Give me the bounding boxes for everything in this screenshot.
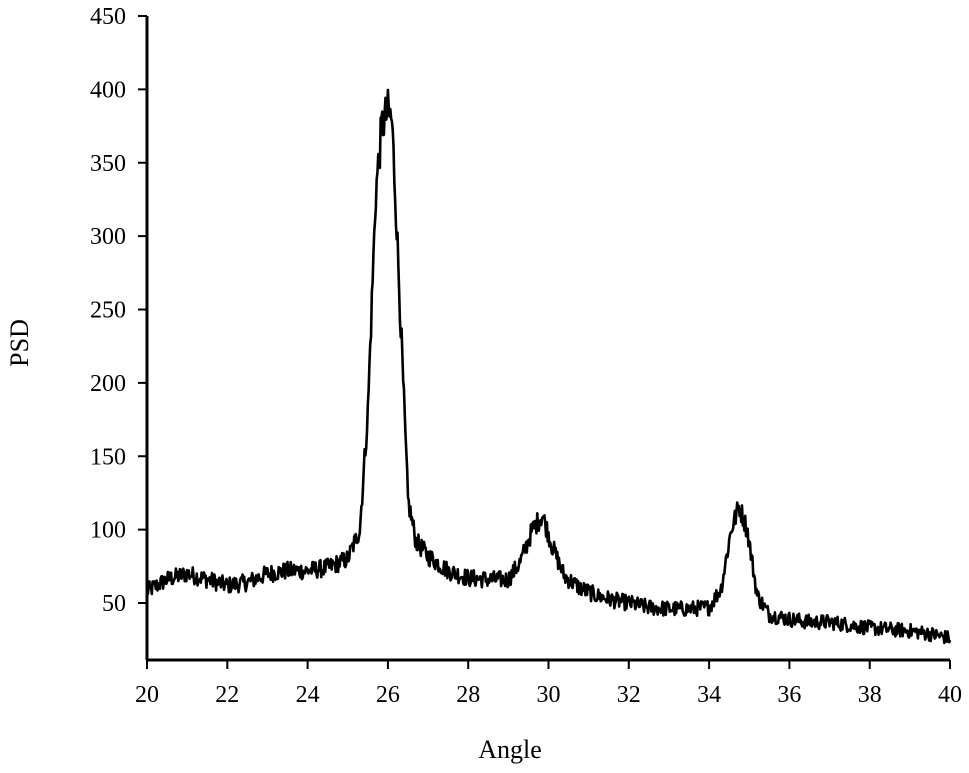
x-tick-label: 38 xyxy=(858,682,882,708)
x-tick-label: 32 xyxy=(617,682,641,708)
x-tick-label: 36 xyxy=(777,682,801,708)
series-line xyxy=(145,88,952,645)
x-tick-label: 22 xyxy=(215,682,239,708)
x-tick-label: 34 xyxy=(697,682,721,708)
plot-area xyxy=(145,88,952,645)
y-axis-title: PSD xyxy=(5,319,34,367)
ticks: 20 22 24 26 28 30 32 34 36 38 40 50 100 150 200 250 300 3… xyxy=(90,4,962,708)
y-tick-label: 350 xyxy=(90,151,126,177)
y-tick-label: 250 xyxy=(90,298,126,324)
y-tick-label: 100 xyxy=(90,518,126,544)
x-tick-label: 20 xyxy=(135,682,159,708)
x-axis-title: Angle xyxy=(478,735,542,764)
y-tick-label: 150 xyxy=(90,444,126,470)
y-tick-label: 50 xyxy=(102,591,126,617)
y-tick-label: 450 xyxy=(90,4,126,30)
x-tick-label: 24 xyxy=(296,682,320,708)
x-tick-label: 30 xyxy=(537,682,561,708)
x-tick-label: 28 xyxy=(456,682,480,708)
axes xyxy=(145,16,950,662)
x-tick-label: 40 xyxy=(938,682,962,708)
x-tick-label: 26 xyxy=(376,682,400,708)
y-tick-label: 200 xyxy=(90,371,126,397)
y-tick-label: 400 xyxy=(90,77,126,103)
y-tick-label: 300 xyxy=(90,224,126,250)
